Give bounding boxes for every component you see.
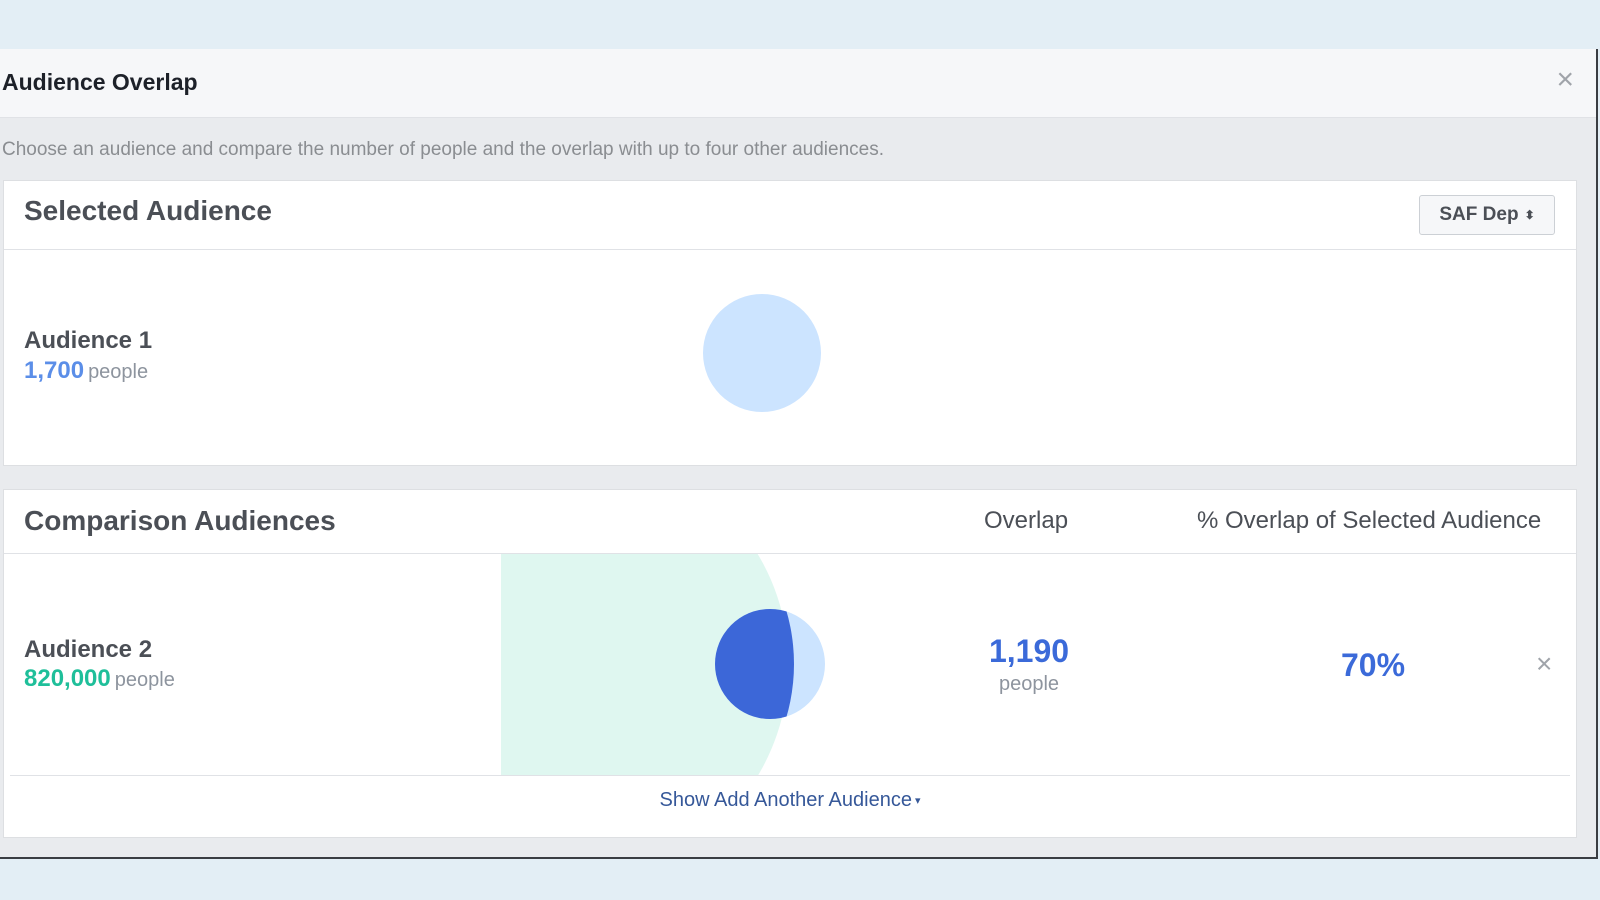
- show-add-audience-link[interactable]: Show Add Another Audience ▾: [4, 789, 1576, 812]
- selected-audience-header: Selected Audience SAF Dep ⬍: [4, 181, 1576, 250]
- audience-1-people-label: people: [88, 361, 149, 383]
- remove-audience-icon[interactable]: ×: [1536, 648, 1553, 679]
- audience-2-count-line: 820,000 people: [24, 665, 175, 693]
- dialog-header: Audience Overlap ×: [0, 49, 1596, 118]
- overlap-people-label: people: [998, 673, 1060, 695]
- row-divider: [10, 775, 1570, 776]
- audience-2-area: [501, 554, 789, 775]
- dialog-title: Audience Overlap: [2, 69, 198, 95]
- pct-overlap-column-header: % Overlap of Selected Audience: [1197, 507, 1542, 534]
- audience-1-name: Audience 1: [24, 327, 153, 354]
- audience-select-dropdown[interactable]: SAF Dep ⬍: [1419, 195, 1555, 235]
- selected-audience-panel: Selected Audience SAF Dep ⬍ Audience 1 1…: [3, 180, 1577, 466]
- close-icon[interactable]: ×: [1556, 63, 1574, 96]
- comparison-venn: [501, 554, 825, 775]
- comparison-audiences-title: Comparison Audiences: [24, 505, 336, 536]
- audience-2-people-label: people: [114, 669, 175, 691]
- selected-audience-title: Selected Audience: [24, 195, 272, 226]
- audience-1-count: 1,700: [24, 357, 85, 384]
- audience-2-count: 820,000: [24, 665, 111, 692]
- comparison-audiences-header: Comparison Audiences Overlap % Overlap o…: [4, 490, 1576, 554]
- selected-audience-circle: [703, 294, 821, 412]
- chevron-down-icon: ▾: [914, 795, 921, 808]
- selected-audience-venn: [703, 294, 821, 412]
- overlap-count: 1,190: [988, 633, 1070, 669]
- audience-overlap-dialog: Audience Overlap × Choose an audience an…: [0, 49, 1598, 859]
- dialog-description: Choose an audience and compare the numbe…: [2, 139, 884, 160]
- audience-2-name: Audience 2: [24, 636, 153, 663]
- audience-1-count-line: 1,700 people: [24, 357, 148, 385]
- audience-select-label: SAF Dep: [1439, 204, 1519, 225]
- show-add-audience-label: Show Add Another Audience: [659, 789, 912, 811]
- overlap-column-header: Overlap: [984, 507, 1069, 534]
- overlap-percentage: 70%: [1341, 647, 1406, 683]
- comparison-audiences-panel: Comparison Audiences Overlap % Overlap o…: [3, 489, 1577, 838]
- sort-icon: ⬍: [1524, 208, 1535, 222]
